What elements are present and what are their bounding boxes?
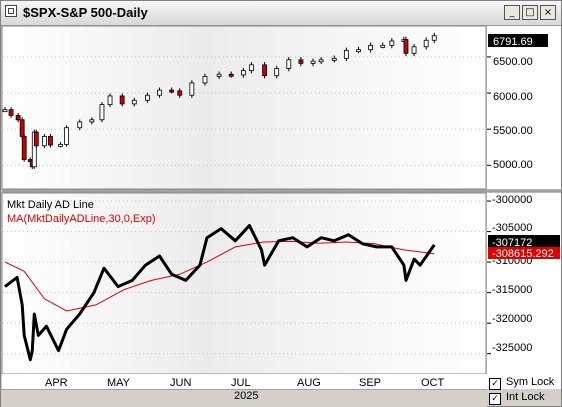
month-label: MAY [107,377,131,389]
price-tick-label: 6500.00 [493,56,533,68]
candle-body [298,59,304,64]
year-label: 2025 [234,390,259,402]
candle-body [318,59,324,63]
price-axis[interactable] [487,26,561,189]
candle-body [41,136,47,147]
candle-body [177,90,183,96]
month-label: SEP [359,377,381,389]
candle-body [249,64,254,72]
chart-window-icon[interactable] [5,5,17,17]
ma-value-label: -308615.292 [492,248,554,260]
candle-body [89,119,95,123]
date-axis [2,374,561,389]
month-label: APR [45,377,68,389]
price-candles [2,32,437,169]
indicator-title: Mkt Daily AD Line [7,199,94,211]
month-label: JUL [231,377,251,389]
candle-body [356,49,361,53]
ad-value-tag [488,235,560,248]
candle-body [107,95,113,106]
candle-body [8,109,14,116]
candle-body [33,131,39,147]
ma-line [4,240,435,312]
candle-body [380,44,386,48]
candle-body [216,73,222,77]
checkbox-icon[interactable]: ✓ [489,393,501,405]
close-button[interactable]: × [540,5,556,20]
candle-body [310,60,316,64]
price-tick-label: 5500.00 [493,125,533,137]
candle-body [411,46,417,54]
candle-body [423,39,429,48]
candle-body [119,95,125,105]
sym-lock-toggle[interactable]: ✓ Sym Lock [489,376,554,390]
price-tick-label: 6000.00 [493,91,533,103]
ma-value-tag [488,247,560,259]
candle-body [145,94,150,101]
candle-body [19,119,25,137]
month-label: AUG [297,377,321,389]
candle-body [169,89,175,93]
candle-body [48,136,53,146]
indicator-pane[interactable] [1,192,487,375]
window-title: $SPX-S&P 500-Daily [23,5,148,20]
candle-body [431,35,437,41]
candle-body [157,89,162,96]
candle-body [2,109,8,113]
candle-body [228,73,234,77]
sym-lock-label: Sym Lock [506,376,555,388]
candle-body [286,59,292,69]
int-lock-label: Int Lock [506,391,545,403]
last-price-tag [488,34,548,47]
candle-body [131,99,137,105]
candle-body [77,121,83,129]
indicator-tick-label: -315000 [492,284,532,296]
month-label: JUN [170,377,191,389]
candle-body [15,115,21,121]
candle-body [99,104,105,121]
candle-body [202,76,208,84]
indicator-tick-label: -300000 [492,194,532,206]
candle-body [262,64,267,77]
candle-body [389,40,395,46]
indicator-axis[interactable] [487,193,561,374]
candle-body [21,136,27,160]
price-tick-label: 5000.00 [493,159,533,171]
indicator-tick-label: -305000 [492,222,532,234]
last-price-label: 6791.69 [493,36,533,48]
candle-body [189,82,195,96]
candle-body [64,127,70,145]
date-axis-footer [1,389,487,407]
axis-ticks [487,56,491,355]
ad-value-label: -307172 [492,237,532,249]
candle-body [58,143,63,147]
candle-body [403,39,409,54]
ma-legend-label: MA(MktDailyADLine,30,0,Exp) [7,213,156,225]
candle-body [368,44,374,51]
month-label: OCT [421,377,445,389]
candle-body [343,50,349,59]
candle-body [274,68,280,77]
ad-line [4,224,436,362]
maximize-button[interactable]: □ [522,5,538,20]
indicator-tick-label: -320000 [492,313,532,325]
indicator-tick-label: -325000 [492,342,532,354]
checkbox-icon[interactable]: ✓ [489,378,501,390]
candle-body [240,70,246,76]
int-lock-toggle[interactable]: ✓ Int Lock [489,391,545,405]
minimize-button[interactable]: _ [504,5,520,20]
candle-body [331,57,337,61]
